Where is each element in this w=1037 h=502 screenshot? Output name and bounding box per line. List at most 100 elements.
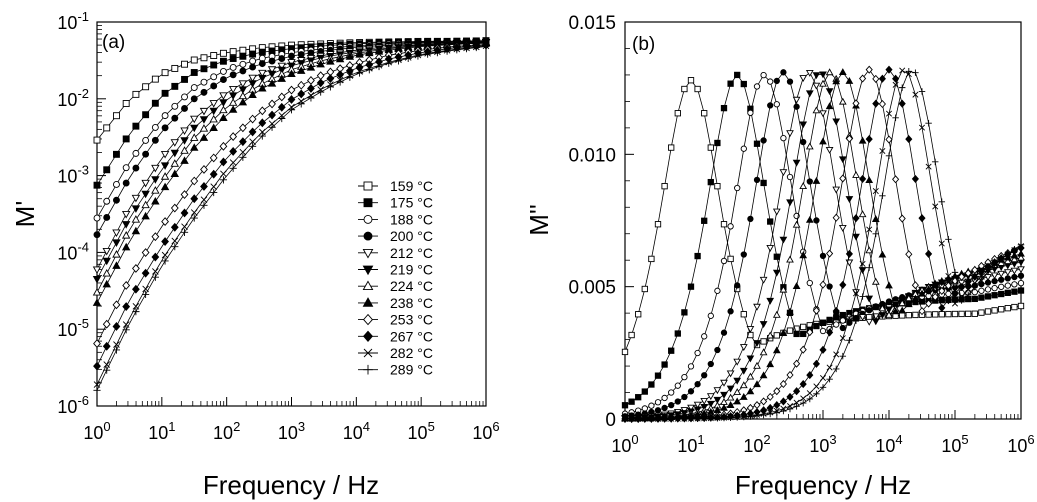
data-point — [112, 196, 120, 204]
data-point — [199, 116, 209, 124]
data-point — [925, 163, 932, 170]
legend-label: 175 °C — [390, 195, 433, 211]
data-point — [151, 99, 159, 107]
data-point — [171, 114, 179, 122]
data-point — [720, 379, 728, 387]
data-point — [859, 260, 866, 267]
legend-marker — [363, 231, 373, 241]
data-point — [200, 78, 208, 86]
data-point — [786, 173, 794, 181]
data-point — [648, 381, 655, 388]
data-point — [229, 48, 237, 56]
data-point — [219, 113, 228, 122]
data-point — [355, 50, 364, 58]
data-point — [654, 372, 662, 379]
data-point — [978, 275, 985, 283]
data-point — [122, 281, 131, 290]
data-point — [151, 196, 160, 205]
data-point — [267, 66, 277, 74]
data-point — [846, 337, 853, 344]
panel-a-xlabel: Frequency / Hz — [203, 470, 379, 500]
data-point — [779, 169, 788, 177]
data-point — [112, 150, 120, 158]
data-point — [681, 309, 688, 316]
data-point — [239, 148, 247, 156]
data-point — [938, 303, 946, 312]
data-point — [812, 359, 820, 368]
data-point — [210, 52, 218, 59]
data-point — [766, 331, 775, 339]
series-b-4 — [621, 69, 1025, 423]
data-point — [171, 243, 179, 251]
data-point — [859, 174, 867, 183]
data-point — [885, 298, 893, 305]
legend-item: 200 °C — [358, 228, 433, 244]
data-point — [239, 67, 247, 75]
series-line — [624, 72, 1022, 419]
data-point — [219, 49, 227, 57]
panel-a-label: (a) — [102, 32, 125, 53]
data-point — [759, 371, 768, 379]
data-point — [142, 150, 150, 158]
data-point — [805, 69, 814, 77]
data-point — [93, 386, 101, 394]
data-point — [720, 397, 728, 405]
data-point — [819, 71, 827, 79]
data-point — [336, 70, 345, 80]
data-point — [694, 85, 701, 93]
data-point — [103, 214, 111, 221]
data-point — [200, 196, 208, 203]
data-point — [733, 358, 742, 366]
legend-marker — [362, 280, 374, 291]
data-point — [306, 63, 316, 71]
data-point — [786, 255, 794, 263]
data-point — [707, 415, 715, 422]
data-point — [898, 84, 906, 91]
data-point — [812, 106, 821, 114]
series-b-6 — [621, 68, 1025, 422]
data-point — [462, 45, 471, 53]
data-point — [1004, 305, 1011, 312]
data-point — [180, 156, 189, 164]
data-point — [899, 67, 906, 74]
series-b-5 — [621, 71, 1025, 423]
series-line — [624, 69, 1022, 420]
data-point — [958, 283, 966, 292]
data-point — [833, 321, 840, 328]
data-point — [925, 119, 932, 127]
data-point — [799, 380, 807, 389]
data-point — [151, 75, 159, 83]
data-point — [220, 170, 227, 178]
data-point — [799, 251, 808, 259]
data-point — [799, 75, 808, 82]
data-point — [898, 306, 907, 314]
data-point — [707, 312, 714, 319]
data-point — [345, 52, 355, 60]
series-b-3 — [621, 69, 1025, 420]
data-point — [971, 295, 978, 303]
data-point — [326, 74, 335, 83]
data-point — [904, 300, 913, 308]
data-point — [766, 297, 775, 305]
data-point — [700, 397, 709, 405]
series-line — [624, 71, 1022, 417]
data-point — [753, 361, 761, 369]
data-point — [103, 166, 111, 174]
series-line — [624, 74, 1022, 406]
data-point — [845, 76, 854, 84]
data-point — [687, 388, 695, 395]
data-point — [997, 270, 1006, 278]
data-point — [813, 322, 820, 330]
data-point — [872, 74, 880, 83]
data-point — [142, 111, 150, 119]
data-point — [238, 137, 247, 147]
data-point — [786, 307, 794, 315]
data-point — [453, 46, 461, 54]
data-point — [806, 390, 813, 397]
legend-label: 282 °C — [390, 345, 433, 361]
data-point — [832, 365, 840, 373]
data-point — [92, 298, 102, 306]
data-point — [112, 250, 121, 258]
data-point — [93, 136, 101, 144]
